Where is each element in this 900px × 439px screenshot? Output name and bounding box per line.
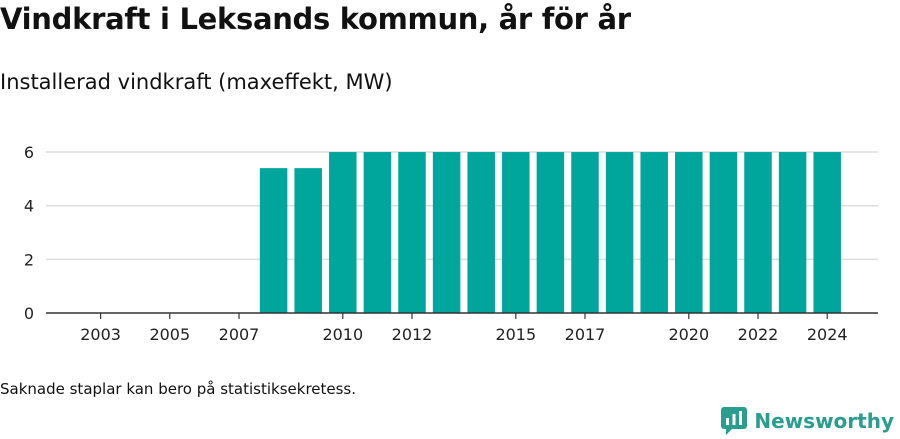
x-tick-label: 2024 — [807, 325, 848, 344]
x-axis-labels: 2003 2005 2007 2010 2012 2015 2017 2020 2022 2024 — [80, 313, 848, 344]
bar-2020 — [675, 152, 703, 313]
bar-2024 — [813, 152, 841, 313]
brand-name: Newsworthy — [754, 409, 894, 433]
x-tick-label: 2005 — [149, 325, 190, 344]
bar-2021 — [709, 152, 738, 313]
bar-2015 — [502, 152, 530, 313]
x-tick-label: 2012 — [392, 325, 433, 344]
bar-2017 — [571, 152, 599, 313]
x-tick-label: 2010 — [322, 325, 363, 344]
footnote: Saknade staplar kan bero på statistiksek… — [0, 380, 357, 398]
bar-chart: 0 2 4 6 2003 2005 2007 2010 2012 2015 2017 2020 202… — [24, 143, 878, 344]
newsworthy-logo-icon — [721, 407, 748, 435]
bar-2010 — [329, 152, 357, 313]
bar-2023 — [778, 152, 807, 313]
y-axis-labels: 0 2 4 6 — [24, 143, 34, 323]
bar-2016 — [536, 152, 565, 313]
x-tick-label: 2015 — [495, 325, 536, 344]
bar-2013 — [432, 152, 461, 313]
brand-logo: Newsworthy — [720, 406, 894, 436]
bar-2011 — [363, 152, 392, 313]
bar-2008 — [259, 168, 288, 313]
x-tick-label: 2022 — [738, 325, 779, 344]
y-tick-label: 4 — [24, 197, 34, 216]
x-tick-label: 2020 — [668, 325, 709, 344]
bar-2019 — [640, 152, 668, 313]
x-tick-label: 2003 — [80, 325, 121, 344]
bar-2022 — [744, 152, 772, 313]
chart-title: Vindkraft i Leksands kommun, år för år — [0, 2, 631, 36]
bar-2014 — [467, 152, 495, 313]
y-tick-label: 2 — [24, 250, 34, 269]
chart-subtitle: Installerad vindkraft (maxeffekt, MW) — [0, 70, 393, 94]
bar-2018 — [605, 152, 634, 313]
y-tick-label: 0 — [24, 304, 34, 323]
x-tick-label: 2017 — [565, 325, 606, 344]
bar-2009 — [294, 168, 322, 313]
x-tick-label: 2007 — [219, 325, 260, 344]
bar-2012 — [398, 152, 426, 313]
bars — [259, 152, 841, 313]
y-tick-label: 6 — [24, 143, 34, 162]
grid-lines — [46, 151, 878, 261]
